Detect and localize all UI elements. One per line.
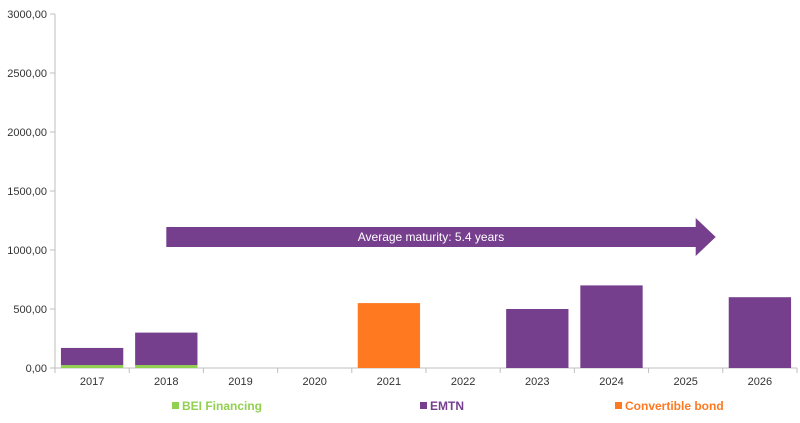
maturity-arrow: Average maturity: 5.4 years (166, 218, 716, 256)
y-tick-label: 500,00 (13, 304, 47, 316)
bars (60, 285, 792, 368)
x-tick-label: 2019 (228, 376, 252, 388)
y-tick-label: 3000,00 (7, 9, 47, 21)
x-tick-label: 2018 (154, 376, 178, 388)
y-tick-label: 2000,00 (7, 127, 47, 139)
arrow-label: Average maturity: 5.4 years (358, 230, 505, 244)
legend-label: BEI Financing (182, 399, 262, 413)
x-tick-label: 2017 (80, 376, 104, 388)
y-tick-label: 2500,00 (7, 68, 47, 80)
arrow-shape (166, 218, 716, 256)
legend-swatch (615, 402, 622, 409)
x-tick-label: 2025 (673, 376, 697, 388)
y-tick-label: 0,00 (26, 363, 47, 375)
bar-emtn (135, 332, 198, 366)
bar-emtn (728, 297, 792, 368)
legend-label: EMTN (430, 399, 464, 413)
x-tick-label: 2021 (377, 376, 401, 388)
bar-bei-financing (60, 365, 124, 368)
x-tick-label: 2022 (451, 376, 475, 388)
bar-emtn (506, 309, 569, 368)
x-axis: 2017 2018 2019 2020 2021 2022 2023 2024 2025 2026 (54, 367, 798, 388)
bar-emtn (580, 285, 643, 368)
legend: BEI Financing EMTN Convertible bond (172, 399, 724, 413)
x-tick-label: 2020 (302, 376, 326, 388)
legend-label: Convertible bond (625, 399, 724, 413)
legend-swatch (420, 402, 427, 409)
bar-emtn (60, 347, 124, 366)
x-tick-label: 2024 (599, 376, 623, 388)
legend-swatch (172, 402, 179, 409)
y-tick-label: 1000,00 (7, 245, 47, 257)
x-tick-label: 2026 (748, 376, 772, 388)
y-tick-label: 1500,00 (7, 186, 47, 198)
y-axis: 0,00 500,00 1000,00 1500,00 2000,00 2500,00 30… (7, 9, 56, 375)
x-tick-label: 2023 (525, 376, 549, 388)
bar-bei-financing (135, 365, 198, 368)
bar-convertible-bond (357, 303, 421, 368)
